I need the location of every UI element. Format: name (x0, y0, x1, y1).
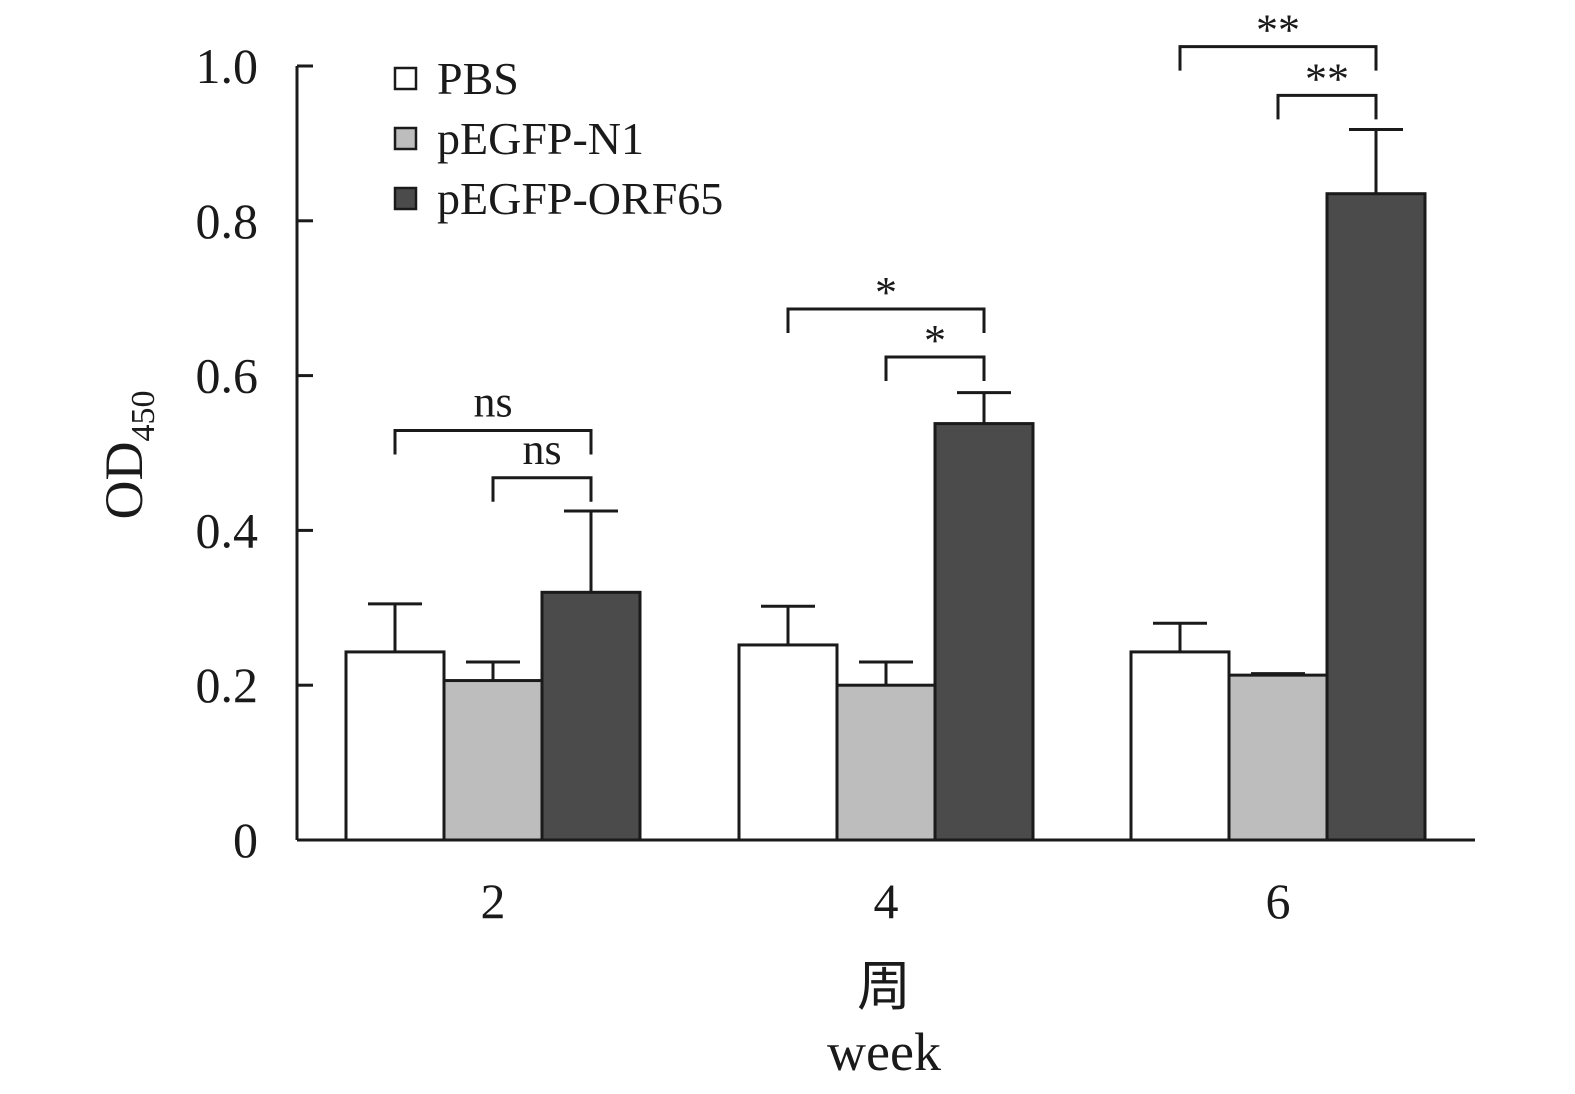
axes-group (295, 66, 1475, 842)
legend: PBS pEGFP-N1 pEGFP-ORF65 (393, 53, 723, 224)
bar (442, 679, 544, 842)
x-ticks-group: 2 4 6 (481, 873, 1291, 929)
significance-bracket (1178, 45, 1378, 71)
y-axis-title-main: OD (94, 442, 154, 520)
y-tick-label: 0.4 (196, 502, 259, 558)
y-ticks-group: 0 0.2 0.4 0.6 0.8 1.0 (196, 38, 313, 868)
significance-label: * (875, 268, 897, 317)
y-tick-label: 0.2 (196, 657, 259, 713)
legend-swatch (393, 186, 418, 211)
x-tick-label: 6 (1266, 873, 1291, 929)
y-axis-title: OD450 (94, 391, 162, 520)
legend-label: pEGFP-N1 (437, 113, 644, 164)
significance-label: ** (1256, 6, 1300, 55)
y-tick-label: 0 (233, 812, 258, 868)
bar (737, 643, 839, 842)
bar (540, 590, 642, 842)
y-tick-label: 1.0 (196, 38, 259, 94)
significance-label: ns (473, 378, 512, 427)
significance-bracket (786, 307, 986, 334)
bar (933, 422, 1035, 842)
bar (1129, 650, 1231, 842)
legend-label: PBS (437, 53, 519, 104)
significance-bracket (1276, 93, 1378, 120)
bar (344, 650, 446, 842)
significance-bracket (393, 429, 593, 455)
y-axis-title-subscript: 450 (125, 391, 162, 442)
x-tick-label: 4 (874, 873, 899, 929)
y-tick-label: 0.8 (196, 193, 259, 249)
significance-label: ** (1305, 54, 1349, 103)
significance-bracket (491, 476, 593, 502)
legend-swatch (393, 126, 418, 151)
x-axis-title-english: week (827, 1022, 941, 1082)
significance-label: * (924, 316, 946, 365)
x-tick-label: 2 (481, 873, 506, 929)
x-axis-title-chinese: 周 (857, 957, 911, 1017)
bar (835, 683, 937, 842)
y-tick-label: 0.6 (196, 348, 259, 404)
legend-swatch (393, 66, 418, 91)
significance-label: ns (522, 425, 561, 474)
significance-bracket (884, 355, 986, 382)
bar (1325, 192, 1427, 842)
error-bars-group (368, 127, 1403, 686)
legend-label: pEGFP-ORF65 (437, 173, 723, 224)
bar (1227, 673, 1329, 842)
